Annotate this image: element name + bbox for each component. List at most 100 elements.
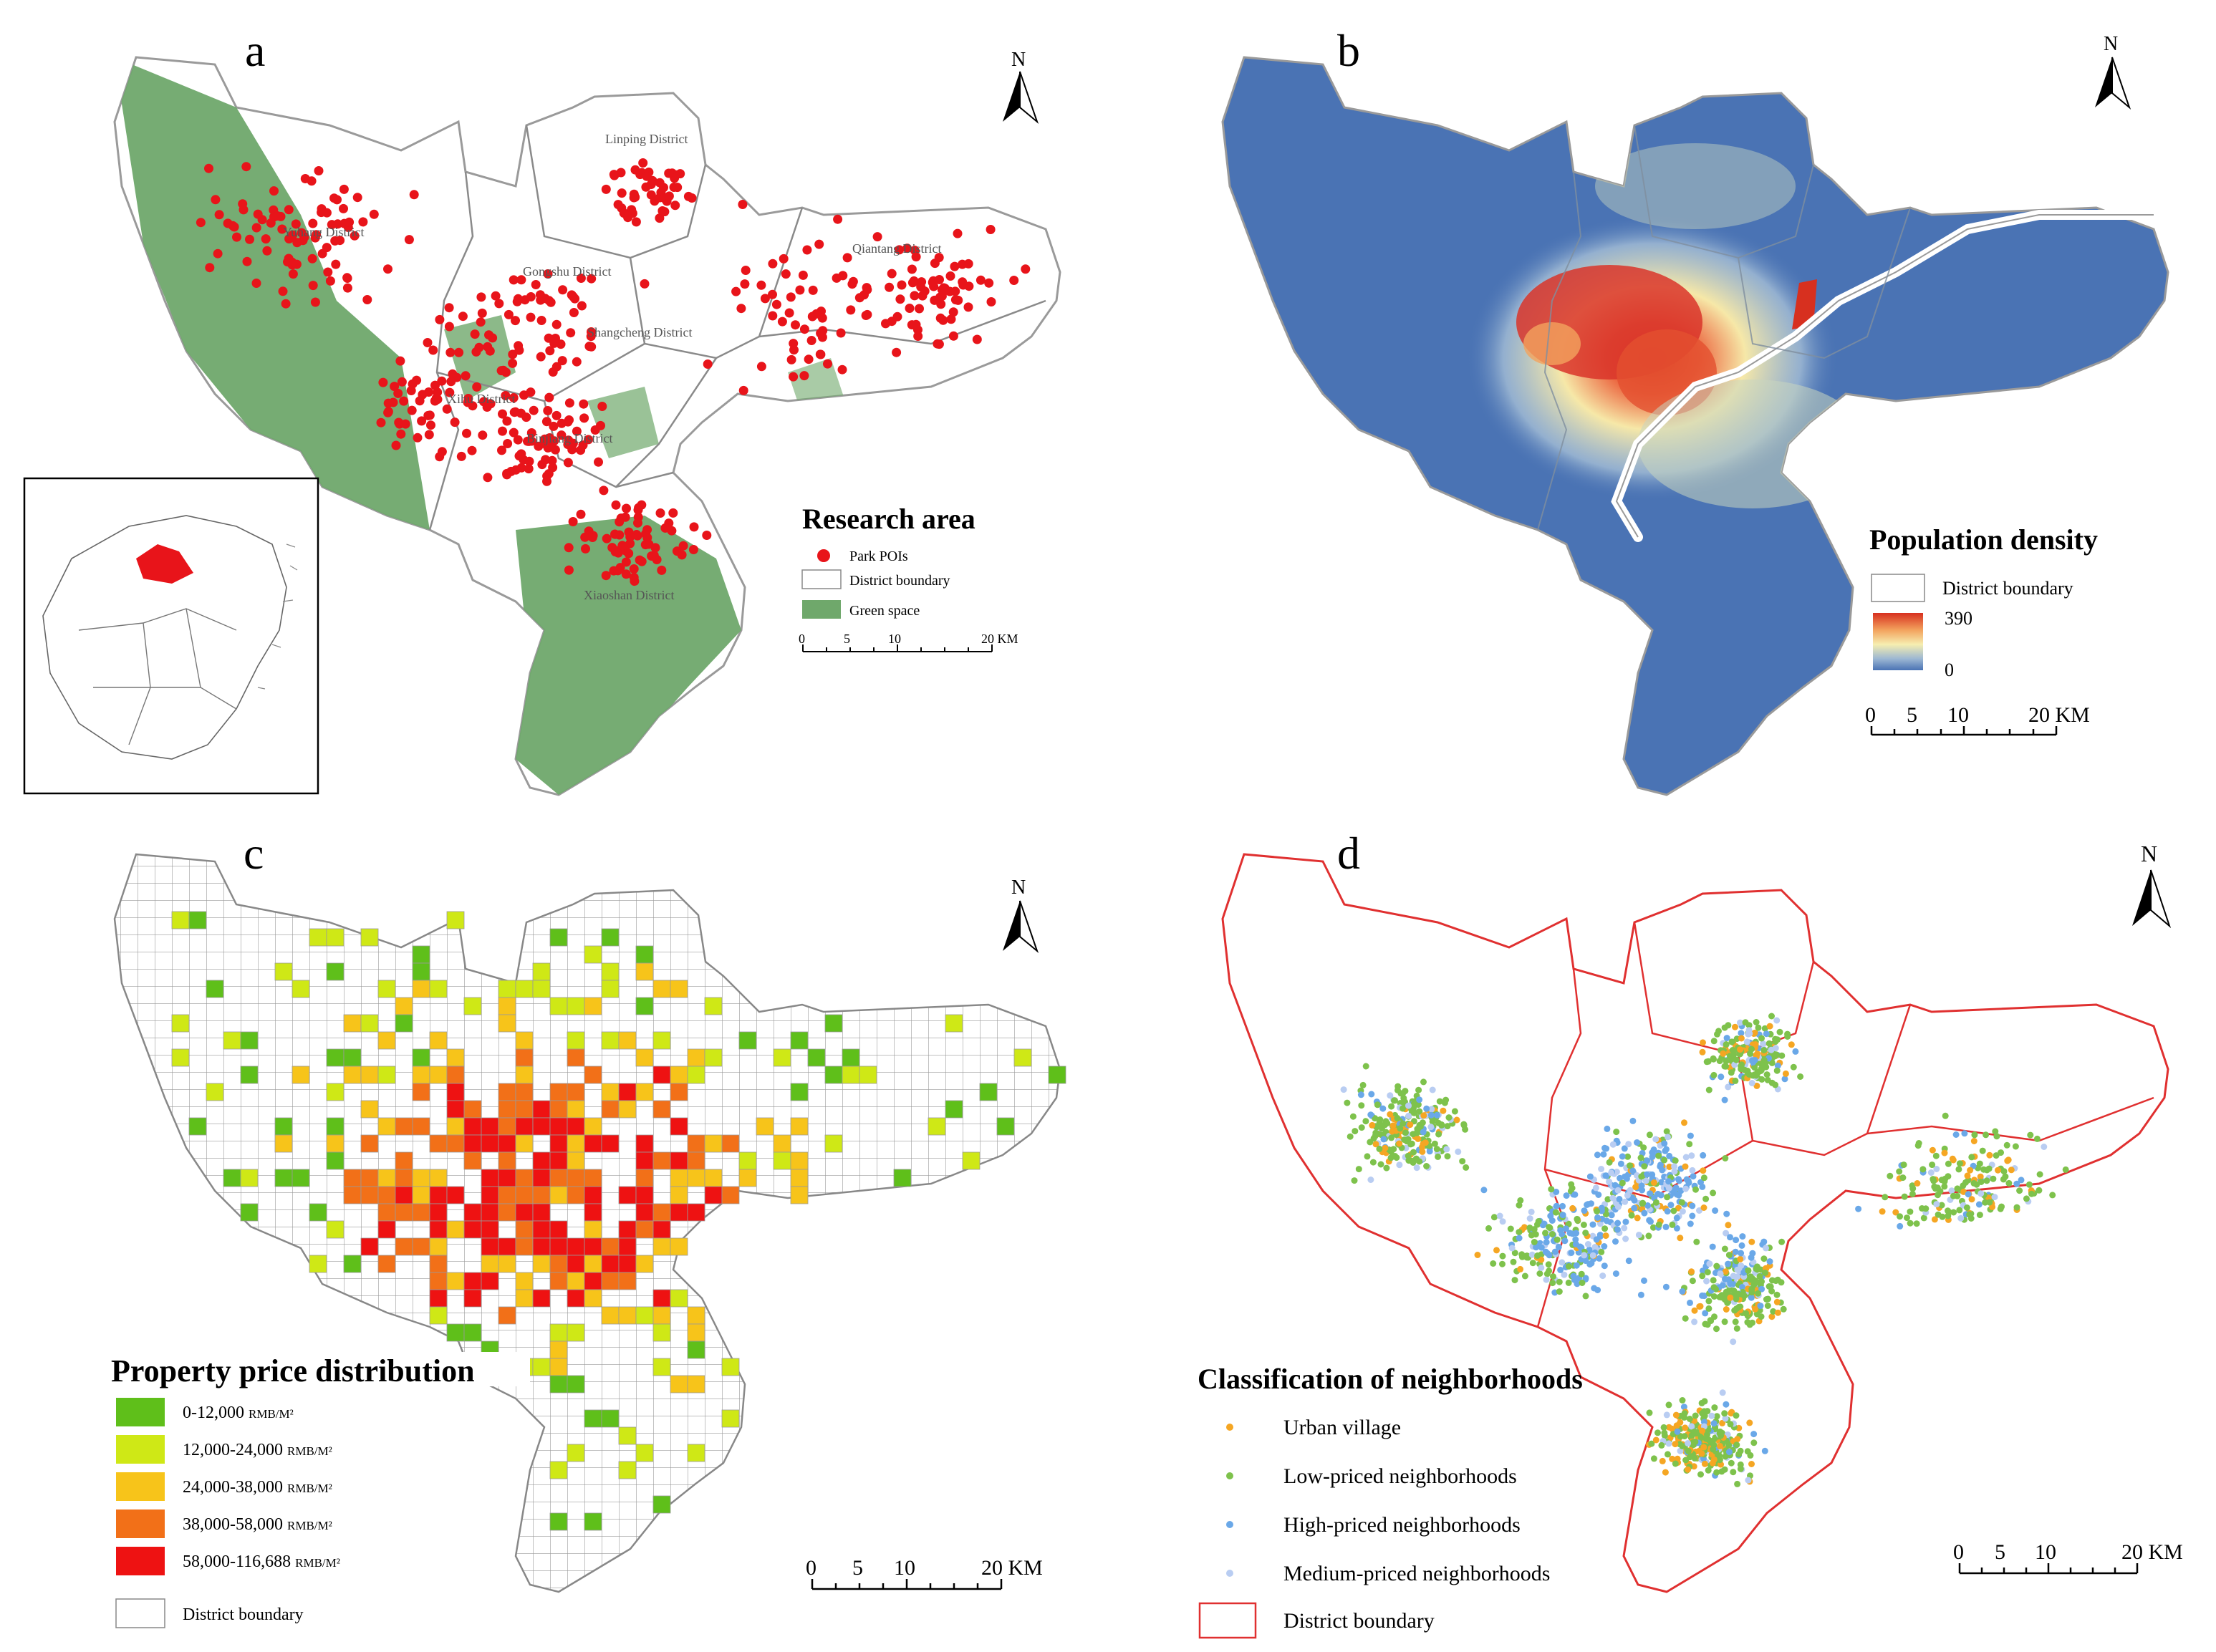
neighborhood-point	[1781, 1076, 1788, 1083]
neighborhood-point	[1749, 1319, 1755, 1326]
park-poi	[323, 267, 333, 277]
park-poi	[740, 279, 750, 289]
park-poi	[702, 531, 712, 540]
neighborhood-point	[1720, 1050, 1727, 1057]
neighborhood-point	[2027, 1131, 2034, 1139]
price-cell	[790, 1083, 809, 1101]
park-poi	[369, 209, 379, 219]
park-poi	[430, 380, 440, 390]
park-poi	[557, 356, 567, 366]
park-poi	[450, 417, 460, 428]
price-cell	[240, 1066, 259, 1084]
neighborhood-point	[1665, 1440, 1672, 1447]
price-cell	[429, 1306, 448, 1325]
neighborhood-point	[1965, 1191, 1972, 1198]
neighborhood-point	[1710, 1189, 1717, 1197]
park-poi	[1021, 264, 1031, 274]
neighborhood-point	[1405, 1102, 1412, 1109]
neighborhood-point	[1534, 1252, 1541, 1259]
neighborhood-point	[1733, 1292, 1740, 1299]
neighborhood-point	[1950, 1192, 1957, 1199]
price-cell	[532, 1186, 551, 1204]
neighborhood-point	[1725, 1252, 1733, 1259]
neighborhood-point	[1685, 1466, 1692, 1473]
park-poi	[242, 256, 252, 266]
neighborhood-point	[1517, 1265, 1524, 1272]
legend-poi-symbol	[817, 549, 830, 562]
neighborhood-point	[1642, 1177, 1649, 1184]
neighborhood-point	[1760, 1238, 1768, 1245]
neighborhood-point	[1516, 1235, 1523, 1242]
park-poi	[784, 308, 794, 318]
park-poi	[950, 261, 960, 271]
neighborhood-point	[1673, 1191, 1680, 1198]
price-cell	[635, 1444, 654, 1462]
neighborhood-point	[1977, 1190, 1985, 1197]
park-poi	[563, 458, 573, 468]
neighborhood-point	[1518, 1251, 1526, 1258]
park-poi	[625, 538, 635, 549]
neighborhood-point	[2036, 1187, 2043, 1194]
price-cell	[360, 1237, 379, 1256]
north-arrow-c: N	[1003, 876, 1039, 954]
neighborhood-point	[1553, 1202, 1560, 1209]
legend-d: Classification of neighborhoods Urban vi…	[1198, 1363, 1583, 1639]
park-poi	[292, 238, 302, 248]
price-cell	[687, 1341, 705, 1359]
park-poi	[660, 207, 670, 217]
legend-d-boundary: District boundary	[1283, 1609, 1435, 1633]
neighborhood-point	[1968, 1196, 1975, 1203]
neighborhood-point	[1914, 1180, 1921, 1187]
label-gongshu: Gongshu District	[523, 264, 612, 279]
park-poi	[509, 428, 519, 438]
price-cell	[343, 1066, 362, 1084]
neighborhood-point	[1521, 1272, 1528, 1280]
park-poi	[660, 523, 670, 533]
neighborhood-point	[1591, 1285, 1598, 1292]
neighborhood-point	[1595, 1192, 1602, 1198]
neighborhood-point	[1388, 1103, 1395, 1110]
park-poi	[262, 246, 272, 256]
neighborhood-point	[1589, 1221, 1596, 1228]
park-poi	[768, 259, 778, 269]
neighborhood-point	[1790, 1063, 1797, 1071]
neighborhood-point	[1444, 1153, 1451, 1160]
neighborhood-point	[1614, 1187, 1622, 1194]
price-cell	[377, 1031, 396, 1050]
price-cell	[601, 1237, 620, 1256]
neighborhood-point	[1665, 1451, 1671, 1458]
park-poi	[501, 391, 511, 400]
park-poi	[397, 377, 407, 387]
price-cell	[721, 1358, 740, 1376]
price-cell	[412, 1186, 430, 1204]
park-poi	[544, 392, 554, 402]
neighborhood-point	[1377, 1116, 1384, 1123]
neighborhood-point	[1415, 1086, 1422, 1093]
legend-c-label-3: 38,000-58,000 RMB/M²	[183, 1515, 332, 1534]
neighborhood-point	[1606, 1159, 1613, 1166]
park-poi	[642, 525, 652, 535]
neighborhood-point	[1463, 1164, 1470, 1171]
price-cell	[601, 1306, 620, 1325]
label-qiantang: Qiantang District	[852, 241, 941, 256]
park-poi	[950, 295, 960, 305]
neighborhood-point	[1451, 1108, 1458, 1115]
park-poi	[291, 219, 301, 229]
park-poi	[617, 541, 627, 551]
price-cell	[498, 1237, 516, 1256]
price-cell	[635, 1151, 654, 1170]
park-poi	[512, 296, 522, 306]
neighborhood-point	[1914, 1142, 1922, 1149]
neighborhood-point	[1578, 1270, 1585, 1277]
neighborhood-point	[1753, 1082, 1760, 1089]
neighborhood-point	[1662, 1223, 1670, 1230]
park-poi	[609, 170, 619, 180]
panel-c-letter: c	[244, 828, 264, 879]
park-poi	[526, 312, 536, 322]
legend-d-label-1: Low-priced neighborhoods	[1283, 1464, 1517, 1488]
scale-c-5: 5	[852, 1556, 863, 1580]
neighborhood-point	[1358, 1102, 1365, 1109]
neighborhood-point	[1358, 1124, 1365, 1131]
park-poi	[314, 166, 324, 175]
neighborhood-point	[1738, 1262, 1745, 1270]
